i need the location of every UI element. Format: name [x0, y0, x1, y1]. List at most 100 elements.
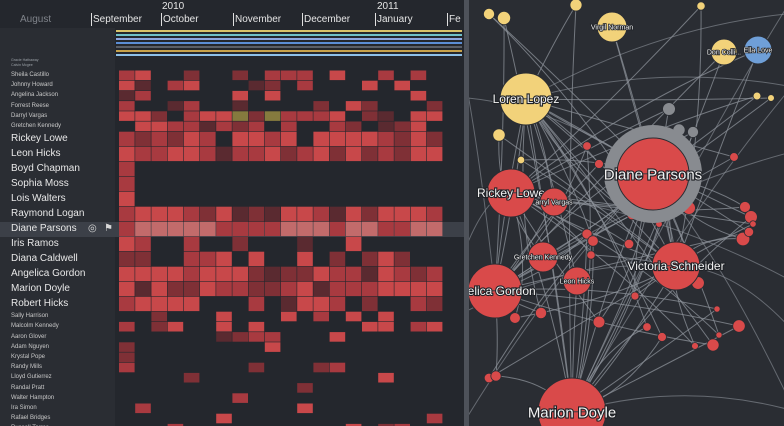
activity-cell[interactable] [151, 206, 167, 222]
activity-cell[interactable] [281, 121, 297, 132]
activity-cell[interactable] [394, 206, 410, 222]
row-name-malcolm-kennedy[interactable]: Malcolm Kennedy [11, 323, 59, 330]
activity-cell[interactable] [313, 146, 329, 162]
activity-cell[interactable] [232, 266, 248, 282]
graph-node-small[interactable] [696, 1, 706, 11]
graph-node-small[interactable] [582, 141, 592, 151]
row-name-angelina-jackson[interactable]: Angelina Jackson [11, 92, 59, 99]
activity-cell[interactable] [362, 80, 378, 91]
row-name-johnny-howard[interactable]: Johnny Howard [11, 82, 53, 89]
graph-node-small[interactable] [490, 370, 502, 382]
activity-cell[interactable] [394, 80, 410, 91]
node-circle[interactable] [743, 35, 773, 65]
activity-cell[interactable] [183, 131, 200, 147]
row-name[interactable]: Calvin Mcgee [11, 63, 33, 67]
activity-cell[interactable] [119, 281, 135, 297]
graph-node-small[interactable] [739, 201, 751, 213]
row-name-ira-simon[interactable]: Ira Simon [11, 405, 37, 411]
activity-cell[interactable] [264, 281, 281, 297]
activity-cell[interactable] [297, 403, 313, 414]
graph-node-small[interactable] [657, 332, 667, 342]
activity-cell[interactable] [183, 111, 200, 121]
activity-cell[interactable] [410, 296, 427, 312]
activity-cell[interactable] [313, 362, 329, 373]
graph-node-small[interactable] [496, 10, 512, 26]
graph-node-small[interactable] [749, 220, 757, 228]
activity-cell[interactable] [410, 266, 427, 282]
activity-cell[interactable] [183, 266, 200, 282]
activity-cell[interactable] [119, 321, 135, 332]
activity-cell[interactable] [329, 296, 346, 312]
activity-cell[interactable] [362, 146, 378, 162]
activity-cell[interactable] [151, 221, 167, 237]
activity-cell[interactable] [362, 281, 378, 297]
activity-cell[interactable] [216, 311, 232, 322]
activity-cell[interactable] [345, 236, 362, 252]
activity-cell[interactable] [426, 111, 443, 121]
activity-cell[interactable] [378, 111, 394, 121]
graph-node-leon-hicks[interactable]: Leon Hicks [559, 266, 596, 296]
activity-cell[interactable] [200, 206, 216, 222]
activity-cell[interactable] [362, 101, 378, 111]
activity-cell[interactable] [200, 111, 216, 121]
activity-cell[interactable] [345, 131, 362, 147]
activity-cell[interactable] [119, 206, 135, 222]
activity-cell[interactable] [135, 70, 151, 81]
activity-cell[interactable] [183, 296, 200, 312]
activity-cell[interactable] [167, 101, 184, 111]
graph-node-small[interactable] [587, 235, 599, 247]
activity-cell[interactable] [167, 206, 184, 222]
graph-node-small[interactable] [516, 155, 526, 165]
activity-cell[interactable] [281, 131, 297, 147]
activity-cell[interactable] [410, 111, 427, 121]
row-name-marion-doyle[interactable]: Marion Doyle [11, 283, 70, 295]
row-name-sally-harrison[interactable]: Sally Harrison [11, 313, 49, 320]
activity-cell[interactable] [248, 111, 265, 121]
activity-cell[interactable] [313, 101, 329, 111]
activity-cell[interactable] [297, 80, 313, 91]
activity-cell[interactable] [183, 70, 200, 81]
activity-cell[interactable] [119, 70, 135, 81]
row-name-angelica-gordon[interactable]: Angelica Gordon [11, 268, 86, 280]
activity-cell[interactable] [410, 90, 427, 101]
activity-cell[interactable] [426, 321, 443, 332]
graph-node-loren-lopez[interactable]: Loren Lopez [492, 72, 560, 126]
activity-cell[interactable] [313, 111, 329, 121]
activity-cell[interactable] [216, 146, 232, 162]
activity-cell[interactable] [264, 332, 281, 342]
activity-cell[interactable] [232, 121, 248, 132]
row-name-boyd-chapman[interactable]: Boyd Chapman [11, 163, 80, 175]
activity-cell[interactable] [362, 251, 378, 267]
row-name-rafael-bridges[interactable]: Rafael Bridges [11, 415, 51, 422]
activity-cell[interactable] [426, 146, 443, 162]
activity-cell[interactable] [297, 206, 313, 222]
row-name[interactable]: Gracie Hathaway [11, 58, 39, 62]
activity-cell[interactable] [119, 176, 135, 192]
activity-cell[interactable] [394, 423, 410, 426]
graph-node-small[interactable] [752, 91, 762, 101]
graph-node-rickey-lowe[interactable]: Rickey Lowe [476, 168, 546, 218]
activity-cell[interactable] [232, 236, 248, 252]
activity-cell[interactable] [248, 146, 265, 162]
activity-cell[interactable] [119, 236, 135, 252]
activity-cell[interactable] [167, 146, 184, 162]
pin-icon[interactable]: ⚑ [104, 222, 113, 234]
activity-cell[interactable] [362, 111, 378, 121]
row-name-randy-mills[interactable]: Randy Mills [11, 364, 43, 371]
activity-cell[interactable] [183, 281, 200, 297]
activity-cell[interactable] [264, 111, 281, 121]
graph-node-angelica-gordon[interactable]: ngelica Gordon [469, 263, 537, 319]
activity-cell[interactable] [378, 121, 394, 132]
graph-node-small[interactable] [492, 128, 506, 142]
activity-cell[interactable] [167, 221, 184, 237]
activity-cell[interactable] [135, 251, 151, 267]
row-name-diane-parsons[interactable]: Diane Parsons [11, 223, 77, 235]
activity-cell[interactable] [426, 281, 443, 297]
activity-cell[interactable] [183, 251, 200, 267]
activity-cell[interactable] [410, 321, 427, 332]
activity-cell[interactable] [378, 206, 394, 222]
activity-cell[interactable] [200, 131, 216, 147]
activity-cell[interactable] [119, 146, 135, 162]
activity-cell[interactable] [119, 191, 135, 207]
activity-cell[interactable] [200, 251, 216, 267]
